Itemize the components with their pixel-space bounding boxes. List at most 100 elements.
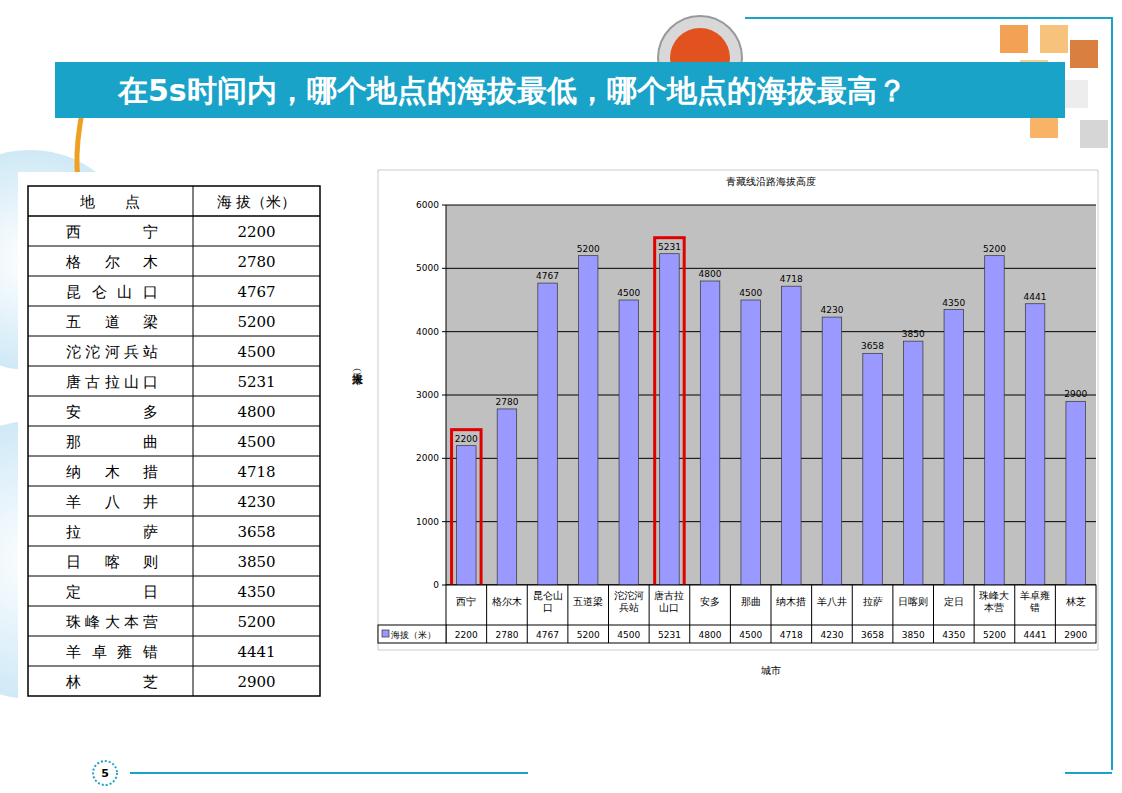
- table-cell: 2900: [237, 673, 275, 691]
- category-label-line: 山口: [659, 602, 679, 613]
- table-rule: [193, 186, 194, 696]
- table-rule: [28, 486, 320, 487]
- data-label: 2900: [1064, 389, 1087, 399]
- table-cell: 4718: [237, 463, 275, 481]
- bar: [538, 283, 558, 585]
- table-cell: 纳木措: [66, 463, 158, 481]
- table-cell: 西宁: [66, 223, 158, 241]
- category-label: 拉萨: [863, 596, 883, 607]
- table-rule: [28, 546, 320, 547]
- data-table-rule: [567, 585, 568, 643]
- category-label: 定日: [944, 596, 964, 607]
- table-cell: 2780: [237, 253, 275, 271]
- bar: [944, 310, 964, 586]
- table-rule: [28, 215, 320, 217]
- tick: [442, 205, 446, 206]
- data-table-rule: [852, 585, 853, 643]
- data-table: [446, 585, 1096, 643]
- bar: [985, 256, 1005, 585]
- legend-swatch: [382, 630, 389, 637]
- table-cell: 那曲: [66, 433, 158, 451]
- category-label-line: 五道梁: [573, 596, 603, 607]
- table-cell: 沱沱河兵站: [66, 343, 158, 361]
- tick-label: 2000: [416, 453, 439, 463]
- category-label-line: 兵站: [619, 602, 639, 613]
- category-label-line: 羊卓雍: [1020, 590, 1050, 601]
- category-label: 那曲: [741, 596, 761, 607]
- tick-label: 6000: [416, 200, 439, 210]
- tick: [442, 458, 446, 459]
- data-label: 4718: [780, 274, 803, 284]
- table-cell: 2200: [237, 223, 275, 241]
- legend-label: 海拔（米）: [391, 630, 436, 640]
- table-cell: 4441: [237, 643, 275, 661]
- table-cell: 4500: [237, 433, 275, 451]
- frame-line: [130, 772, 528, 774]
- table-panel: [18, 172, 330, 706]
- category-label-line: 那曲: [741, 596, 761, 607]
- category-label-line: 格尔木: [491, 596, 522, 607]
- category-label: 羊卓雍错: [1020, 590, 1050, 613]
- table-rule: [28, 396, 320, 397]
- data-table-value: 3850: [902, 630, 925, 640]
- table-cell: 定日: [66, 583, 158, 601]
- data-table-value: 2200: [455, 630, 478, 640]
- data-label: 5200: [577, 244, 600, 254]
- table-cell: 5200: [237, 313, 275, 331]
- table-rule: [28, 426, 320, 427]
- frame-line: [1065, 772, 1112, 774]
- table-rule: [28, 606, 320, 607]
- plot-area: [446, 205, 1096, 585]
- data-label: 4767: [536, 271, 559, 281]
- table-rule: [28, 636, 320, 637]
- data-table-rule: [527, 585, 528, 643]
- bars: [457, 254, 1086, 585]
- table-header: 海 拔（米）: [217, 193, 297, 211]
- data-table-value: 3658: [861, 630, 884, 640]
- table-cell: 4230: [237, 493, 275, 511]
- category-label: 安多: [700, 596, 720, 607]
- table-cell: 昆仑山口: [66, 283, 158, 301]
- bar: [1066, 401, 1086, 585]
- table-cell: 珠峰大本营: [66, 613, 158, 631]
- data-label: 3850: [902, 329, 925, 339]
- table-cell: 日喀则: [66, 553, 158, 571]
- data-table-rule: [486, 585, 487, 643]
- page: 在5s时间内，哪个地点的海拔最低，哪个地点的海拔最高？5地点海 拔（米）西宁22…: [0, 0, 1122, 793]
- data-label: 5200: [983, 244, 1006, 254]
- bar: [903, 341, 923, 585]
- tick-label: 1000: [416, 517, 439, 527]
- category-label: 纳木措: [776, 596, 806, 607]
- category-label-line: 昆仑山: [533, 590, 563, 601]
- table-rule: [28, 366, 320, 367]
- category-label-line: 错: [1029, 602, 1040, 613]
- category-label-line: 纳木措: [776, 596, 806, 607]
- table-rule: [28, 306, 320, 307]
- chart: 青藏线沿路海拔高度0100020003000400050006000海拔（米）2…: [353, 170, 1099, 676]
- data-table-rule: [730, 585, 731, 643]
- category-label: 沱沱河兵站: [614, 590, 644, 613]
- data-table-value: 4800: [699, 630, 722, 640]
- tick-label: 3000: [416, 390, 439, 400]
- bar: [863, 353, 883, 585]
- category-label: 珠峰大本营: [979, 590, 1009, 613]
- data-table-value: 2900: [1064, 630, 1087, 640]
- tick: [442, 585, 446, 586]
- table-cell: 4800: [237, 403, 275, 421]
- data-table-value: 5231: [658, 630, 681, 640]
- chart-area: [378, 170, 1098, 650]
- data-label: 4500: [617, 288, 640, 298]
- page-number: 5: [101, 767, 109, 780]
- data-label: 4230: [820, 305, 843, 315]
- data-table-rule: [811, 585, 812, 643]
- data-label: 4350: [942, 298, 965, 308]
- category-label-line: 沱沱河: [614, 590, 644, 601]
- table-header: 地点: [79, 193, 140, 211]
- data-table-rule: [933, 585, 934, 643]
- bar: [1025, 304, 1045, 585]
- data-label: 4800: [699, 269, 722, 279]
- decor-cube: [1000, 25, 1028, 53]
- bar: [660, 254, 680, 585]
- data-table-rule: [689, 585, 690, 643]
- table-cell: 拉萨: [66, 523, 158, 541]
